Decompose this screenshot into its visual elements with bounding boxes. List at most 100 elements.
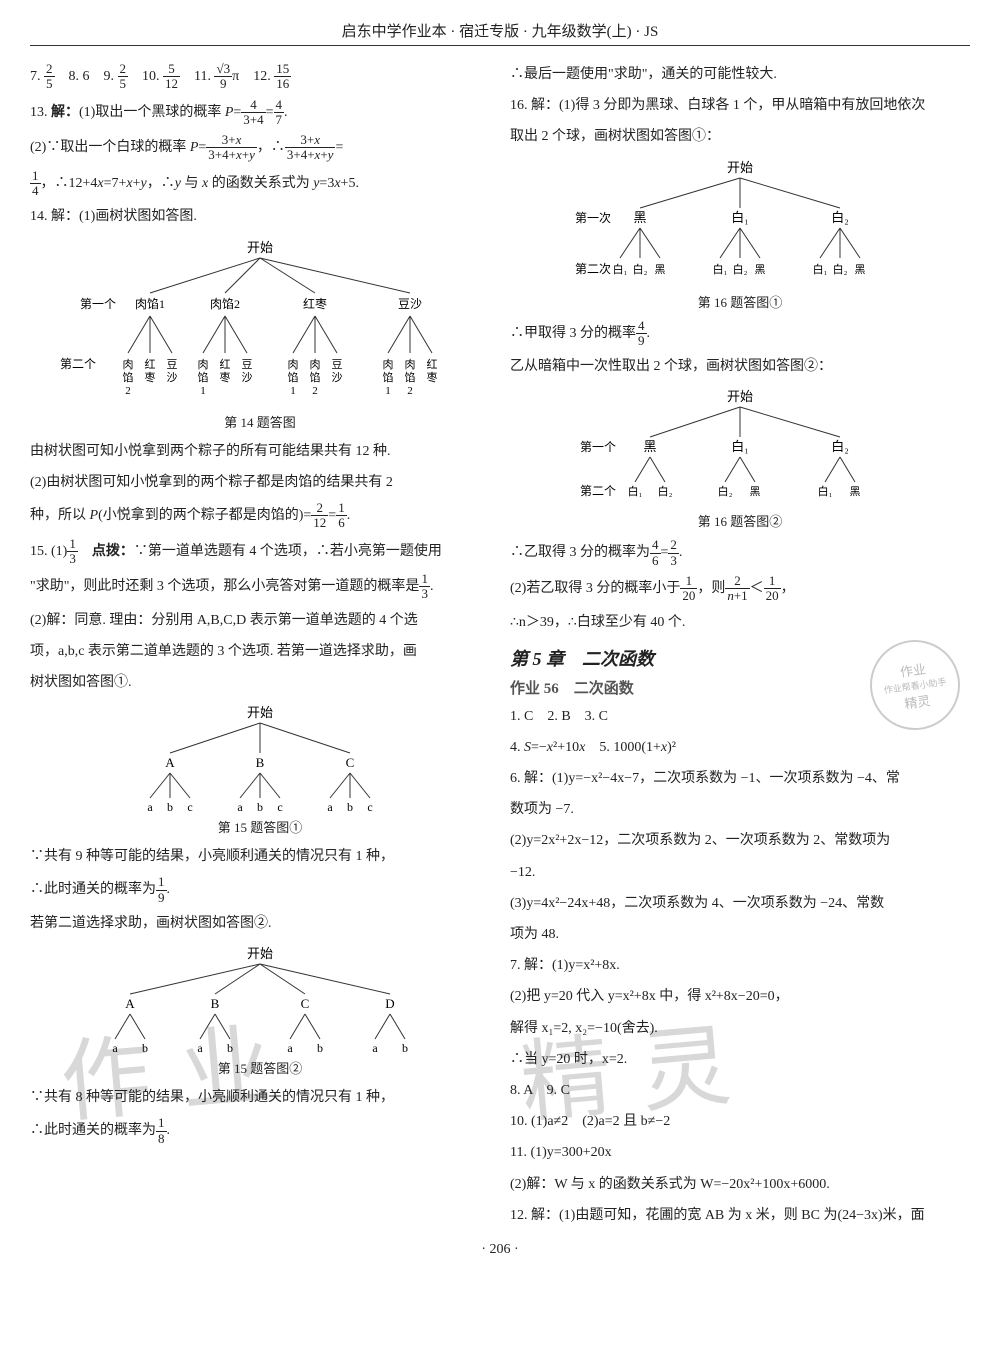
text-line: 10. (1)a≠2 (2)a=2 且 b≠−2 [510,1109,970,1134]
text-line: 由树状图可知小悦拿到两个粽子的所有可能结果共有 12 种. [30,439,490,464]
q15-line: 15. (1)13 点拨：∵第一道单选题有 4 个选项，∴若小亮第一题使用 [30,537,490,567]
svg-text:豆: 豆 [242,359,253,371]
svg-text:白₁: 白₁ [628,484,643,498]
svg-text:黑: 黑 [655,263,666,276]
svg-text:b: b [257,800,263,813]
svg-text:a: a [112,1041,118,1054]
text-line: ∴甲取得 3 分的概率49. [510,319,970,349]
answer-row: 7. 25 8. 6 9. 25 10. 512 11. √39π 12. 15… [30,62,490,92]
q13-line: 14，∴12+4x=7+x+y，∴y 与 x 的函数关系式为 y=3x+5. [30,169,490,199]
text-line: 8. A 9. C [510,1078,970,1103]
svg-text:a: a [237,800,243,813]
tree-root: 开始 [247,240,273,255]
text-line: ∴乙取得 3 分的概率为46=23. [510,538,970,568]
svg-text:枣: 枣 [220,371,231,384]
q14-head: 14. 解：(1)画树状图如答图. [30,204,490,229]
svg-text:黑: 黑 [855,263,866,276]
text-line: 12. 解：(1)由题可知，花圃的宽 AB 为 x 米，则 BC 为(24−3x… [510,1203,970,1228]
svg-text:肉馅1: 肉馅1 [135,296,165,311]
svg-text:馅: 馅 [310,370,321,384]
svg-text:a: a [327,800,333,813]
tree-16a: 开始 第一次 黑白₁白₂ 第二次 白₁白₂黑 白₁白₂黑 白₁白₂黑 第 16 … [510,158,970,311]
svg-text:c: c [367,800,372,813]
text-line: 1. C 2. B 3. C [510,704,970,729]
q13-line: 13. 解：(1)取出一个黑球的概率 P=43+4=47. [30,98,490,128]
svg-text:B: B [256,755,265,770]
tree-caption: 第 16 题答图① [510,292,970,311]
svg-text:豆沙: 豆沙 [398,297,422,311]
text-line: 种，所以 P(小悦拿到的两个粽子都是肉馅的)=212=16. [30,501,490,531]
text-line: 数项为 −7. [510,797,970,822]
svg-text:白₂: 白₂ [658,484,673,498]
text-line: "求助"，则此时还剩 3 个选项，那么小亮答对第一道题的概率是13. [30,572,490,602]
svg-text:2: 2 [312,385,318,397]
tree-16b: 开始 第一个 黑白₁白₂ 第二个 白₁白₂ 白₂黑 白₁黑 第 16 题答图② [510,387,970,530]
svg-text:第一次: 第一次 [575,211,611,225]
text-line: 取出 2 个球，画树状图如答图①： [510,124,970,149]
text-line: ∴n＞39，∴白球至少有 40 个. [510,610,970,635]
text-line: 项，a,b,c 表示第二道单选题的 3 个选项. 若第一道选择求助，画 [30,639,490,664]
left-column: 7. 25 8. 6 9. 25 10. 512 11. √39π 12. 15… [30,56,490,1234]
text-line: 项为 48. [510,922,970,947]
svg-text:肉: 肉 [198,358,209,371]
tree-14: 开始 第一个 肉馅1 肉馅2 红枣 豆沙 第二个 肉馅2 红枣 豆 [30,238,490,431]
svg-text:白₁: 白₁ [731,210,749,225]
svg-text:肉: 肉 [405,358,416,371]
text-line: 16. 解：(1)得 3 分即为黑球、白球各 1 个，甲从暗箱中有放回地依次 [510,93,970,118]
chapter-title: 第 5 章 二次函数 [510,645,970,671]
text-line: ∵共有 9 种等可能的结果，小亮顺利通关的情况只有 1 种， [30,844,490,869]
text-line: ∴当 y=20 时，x=2. [510,1047,970,1072]
svg-text:第二次: 第二次 [575,262,611,276]
svg-text:b: b [317,1041,323,1054]
svg-text:红枣: 红枣 [303,296,327,311]
svg-text:D: D [385,996,394,1011]
text-line: 若第二道选择求助，画树状图如答图②. [30,911,490,936]
svg-text:开始: 开始 [247,946,273,961]
svg-text:a: a [372,1041,378,1054]
svg-text:白₁: 白₁ [731,439,749,454]
svg-text:肉: 肉 [123,358,134,371]
text-line: 树状图如答图①. [30,670,490,695]
svg-text:沙: 沙 [332,371,343,384]
text-line: ∴最后一题使用"求助"，通关的可能性较大. [510,62,970,87]
svg-text:豆: 豆 [332,359,343,371]
svg-text:开始: 开始 [727,160,753,175]
text-line: (2)y=2x²+2x−12，二次项系数为 2、一次项系数为 2、常数项为 [510,828,970,853]
svg-text:a: a [147,800,153,813]
svg-text:肉: 肉 [288,358,299,371]
svg-text:黑: 黑 [750,485,761,498]
text-line: −12. [510,860,970,885]
svg-text:1: 1 [385,385,391,397]
svg-text:白₂: 白₂ [633,262,648,276]
svg-text:白₂: 白₂ [718,484,733,498]
svg-text:豆: 豆 [167,359,178,371]
text-line: ∵共有 8 种等可能的结果，小亮顺利通关的情况只有 1 种， [30,1085,490,1110]
svg-text:枣: 枣 [427,371,438,384]
svg-text:黑: 黑 [850,485,861,498]
svg-text:第一个: 第一个 [80,297,116,311]
svg-text:b: b [142,1041,148,1054]
svg-text:c: c [187,800,192,813]
svg-text:白₂: 白₂ [831,210,849,225]
svg-text:馅: 馅 [198,370,209,384]
svg-text:开始: 开始 [247,705,273,720]
svg-text:白₂: 白₂ [831,439,849,454]
svg-text:馅: 馅 [383,370,394,384]
svg-text:b: b [347,800,353,813]
svg-text:黑: 黑 [643,439,656,454]
svg-text:A: A [165,755,175,770]
page-header: 启东中学作业本 · 宿迁专版 · 九年级数学(上) · JS [30,20,970,46]
tree-caption: 第 14 题答图 [30,412,490,431]
tree-caption: 第 16 题答图② [510,511,970,530]
tree-15b: 开始 ABCD ab ab ab ab [30,944,490,1077]
svg-text:白₁: 白₁ [813,262,828,276]
svg-text:沙: 沙 [242,371,253,384]
svg-text:馅: 馅 [288,370,299,384]
q13-line: (2)∵取出一个白球的概率 P=3+x3+4+x+y，∴3+x3+4+x+y= [30,133,490,163]
svg-text:白₁: 白₁ [818,484,833,498]
svg-text:肉: 肉 [310,358,321,371]
text-line: 7. 解：(1)y=x²+8x. [510,953,970,978]
text-line: 6. 解：(1)y=−x²−4x−7，二次项系数为 −1、一次项系数为 −4、常 [510,766,970,791]
text-line: 乙从暗箱中一次性取出 2 个球，画树状图如答图②： [510,354,970,379]
svg-text:黑: 黑 [755,263,766,276]
